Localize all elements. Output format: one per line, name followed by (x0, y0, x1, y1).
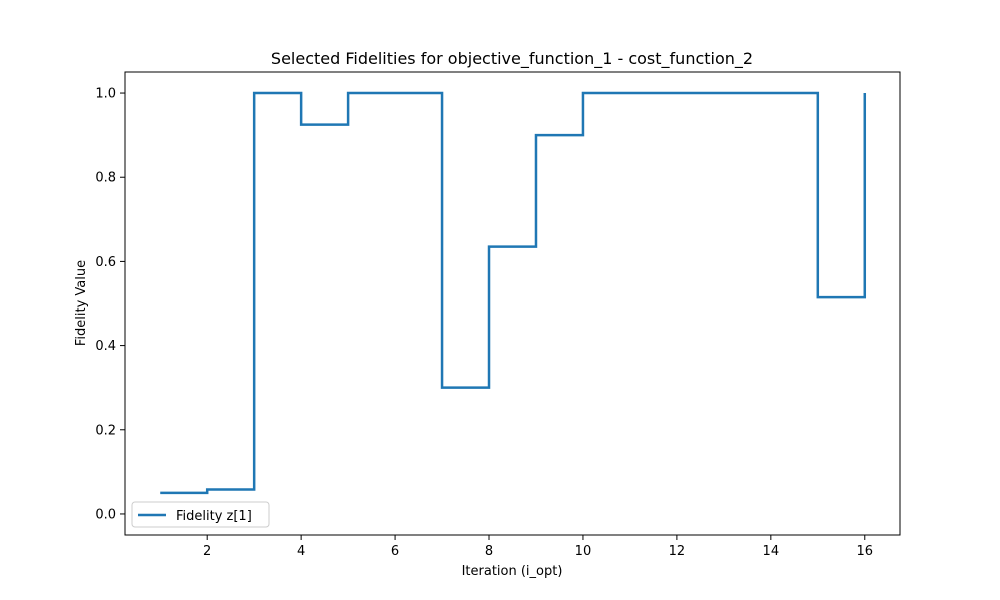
y-tick-label: 0.6 (95, 255, 116, 270)
x-axis-label: Iteration (i_opt) (462, 564, 563, 579)
x-tick-label: 10 (575, 544, 592, 559)
x-tick-label: 6 (391, 544, 399, 559)
chart-title: Selected Fidelities for objective_functi… (271, 49, 753, 69)
x-tick-label: 2 (203, 544, 211, 559)
x-tick-label: 16 (856, 544, 873, 559)
x-tick-label: 4 (297, 544, 305, 559)
y-axis-label: Fidelity Value (74, 260, 89, 346)
x-axis: 2 4 6 8 10 12 14 16 (203, 535, 873, 559)
y-axis: 0.0 0.2 0.4 0.6 0.8 1.0 (95, 87, 125, 522)
series-layer (160, 91, 867, 495)
legend-box (131, 501, 270, 528)
plot-area-frame (124, 71, 901, 536)
y-tick-label: 0.8 (95, 171, 116, 186)
x-tick-label: 14 (763, 544, 780, 559)
x-tick-label: 8 (485, 544, 493, 559)
y-tick-label: 0.2 (95, 423, 116, 438)
y-tick-label: 0.0 (95, 507, 116, 522)
y-tick-label: 0.4 (95, 339, 116, 354)
legend-label: Fidelity z[1] (176, 509, 252, 524)
y-tick-label: 1.0 (95, 87, 116, 102)
legend: Fidelity z[1] (131, 501, 270, 528)
series-line-0 (160, 91, 867, 495)
x-tick-label: 12 (669, 544, 686, 559)
